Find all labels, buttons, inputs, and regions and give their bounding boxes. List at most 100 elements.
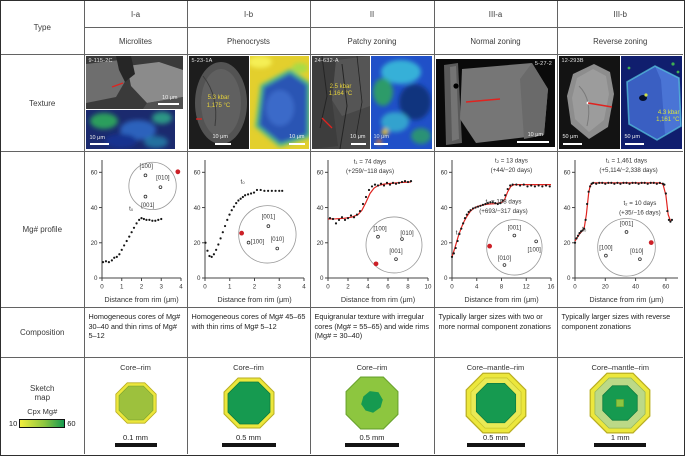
svg-text:Distance from rim (μm): Distance from rim (μm) — [104, 295, 178, 304]
svg-text:2: 2 — [346, 284, 350, 291]
type-name: Patchy zoning — [347, 36, 397, 46]
svg-text:[010]: [010] — [156, 176, 170, 182]
sketch-scale-bar — [221, 443, 276, 447]
sample-id: 5-23-1A — [191, 58, 213, 64]
composition-cell-II: Equigranular texture with irregular core… — [310, 308, 435, 358]
core-mantle-rim-octagon — [465, 372, 526, 434]
svg-text:(+35/−16 days): (+35/−16 days) — [619, 209, 661, 216]
sem-image: 24-632-A 2.5 kbar 1,164 °C 10 μm — [311, 56, 370, 149]
svg-text:Distance from rim (μm): Distance from rim (μm) — [589, 295, 663, 304]
svg-text:3: 3 — [277, 284, 281, 291]
svg-text:40: 40 — [193, 205, 200, 212]
sketch-title: Core–mantle–rim — [591, 363, 650, 372]
sem-crystals-graphic — [85, 56, 183, 109]
composition-cell-IIIb: Typically larger sizes with reverse comp… — [557, 308, 683, 358]
sketch-cell-Ia: Core–rim 0.1 mm — [85, 358, 188, 454]
svg-text:40: 40 — [563, 205, 570, 212]
svg-text:Distance from rim (μm): Distance from rim (μm) — [464, 295, 538, 304]
type-label-text: Type — [33, 23, 51, 32]
composition-label-text: Composition — [20, 328, 65, 337]
svg-text:3: 3 — [159, 284, 163, 291]
element-map-image: 10 μm — [370, 56, 432, 149]
svg-text:4: 4 — [302, 284, 306, 291]
svg-text:t₁ = 74 days: t₁ = 74 days — [353, 159, 386, 166]
mg-profile-chart-Ib: 0 20 40 60 0 1 2 3 4 Distance from rim (μm) [001] [… — [189, 153, 309, 306]
scale-bar — [562, 142, 582, 145]
svg-text:0: 0 — [100, 284, 104, 291]
scale-label: 10 μm — [162, 95, 178, 101]
texture-cell-II: 24-632-A 2.5 kbar 1,164 °C 10 μm 10 μm — [310, 55, 435, 152]
svg-text:40: 40 — [316, 205, 323, 212]
svg-text:20: 20 — [601, 284, 608, 291]
svg-text:0: 0 — [203, 284, 207, 291]
svg-text:6: 6 — [386, 284, 390, 291]
type-code: I-a — [84, 1, 187, 28]
svg-text:20: 20 — [90, 240, 97, 247]
composition-cell-Ia: Homogeneous cores of Mg# 30–40 and thin … — [84, 308, 188, 358]
svg-text:4: 4 — [179, 284, 183, 291]
mg-profile-chart-IIIa: 0 20 40 60 0 4 8 12 16 Distance from rim (μm) [001… — [436, 153, 556, 306]
texture-cell-IIIb: 12-293B 50 μm 4.3 kbar 1,161 °C 50 μm — [557, 55, 683, 152]
type-col-Ia: I-a Microlites — [84, 1, 188, 55]
sketch-scale-bar — [345, 443, 399, 447]
sem-image: 5-23-1A 5.3 kbar 1,175 °C 10 μm — [188, 56, 249, 149]
element-map-image: 10 μm — [85, 110, 175, 149]
mg-profile-chart-II: 0 20 40 60 0 2 4 6 8 10 Distance from rim (μm) [100… — [312, 153, 433, 306]
svg-text:0: 0 — [573, 284, 577, 291]
type-col-IIIa: III-a Normal zoning — [434, 1, 558, 55]
element-map-image: 4.3 kbar 1,161 °C 50 μm — [620, 56, 682, 149]
svg-text:[100]: [100] — [527, 248, 541, 254]
svg-text:60: 60 — [440, 170, 447, 177]
scale-label: 50 μm — [624, 134, 640, 140]
svg-text:[001]: [001] — [261, 215, 275, 221]
sketch-scale-label: 0.5 mm — [359, 433, 385, 443]
scale-bar — [350, 142, 366, 145]
type-code: III-b — [557, 1, 683, 28]
sketch-scale-bar — [594, 443, 647, 447]
sketch-cell-IIIa: Core–mantle–rim 0.5 mm — [435, 358, 558, 454]
sem-crystal-graphic — [566, 64, 614, 139]
svg-text:0: 0 — [197, 275, 201, 282]
profile-cell-IIIa: 0 20 40 60 0 4 8 12 16 Distance from rim (μm) [001… — [434, 152, 558, 308]
row-label-type: Type — [1, 1, 85, 55]
colorbar: 10 60 — [9, 418, 76, 428]
scale-label: 50 μm — [562, 134, 578, 140]
svg-text:20: 20 — [316, 240, 323, 247]
svg-text:[100]: [100] — [139, 164, 153, 170]
scale-label: 10 μm — [289, 134, 305, 140]
svg-text:t₁ = 1,461 days: t₁ = 1,461 days — [605, 157, 646, 164]
svg-text:(+693/−317 days): (+693/−317 days) — [479, 208, 528, 215]
core-rim-octagon — [223, 377, 274, 429]
scale-label: 10 μm — [212, 134, 228, 140]
sketch-title: Core–rim — [120, 363, 151, 372]
svg-text:0: 0 — [567, 275, 571, 282]
type-col-IIIb: III-b Reverse zoning — [557, 1, 683, 55]
element-map-image: 10 μm — [249, 56, 309, 149]
scale-bar — [214, 142, 231, 145]
svg-text:0: 0 — [94, 275, 98, 282]
sem-crystal-graphic — [444, 63, 548, 145]
svg-text:t₀: t₀ — [240, 179, 245, 186]
scale-bar — [288, 142, 305, 145]
svg-text:[010]: [010] — [497, 256, 511, 262]
svg-text:20: 20 — [440, 240, 447, 247]
texture-cell-IIIa: 5-27-2 10 μm — [434, 55, 558, 152]
svg-text:Distance from rim (μm): Distance from rim (μm) — [340, 295, 414, 304]
type-name: Normal zoning — [470, 36, 521, 46]
composition-cell-Ib: Homogeneous cores of Mg# 45–65 with thin… — [187, 308, 311, 358]
svg-text:1: 1 — [228, 284, 232, 291]
svg-text:t₀: t₀ — [455, 229, 460, 236]
svg-text:(+259/−118 days): (+259/−118 days) — [345, 168, 393, 175]
svg-text:0: 0 — [320, 275, 324, 282]
row-label-mg-profile: Mg# profile — [1, 152, 85, 308]
scale-label: 10 μm — [373, 134, 389, 140]
svg-text:[100]: [100] — [599, 245, 613, 251]
sample-id: 5-27-2 — [534, 61, 552, 67]
element-map-graphic — [249, 56, 309, 148]
svg-text:2: 2 — [139, 284, 143, 291]
svg-text:60: 60 — [90, 170, 97, 177]
type-name: Microlites — [119, 36, 152, 46]
sample-id: 9-115-2C — [88, 58, 113, 64]
type-code: III-a — [434, 1, 557, 28]
svg-text:60: 60 — [193, 170, 200, 177]
